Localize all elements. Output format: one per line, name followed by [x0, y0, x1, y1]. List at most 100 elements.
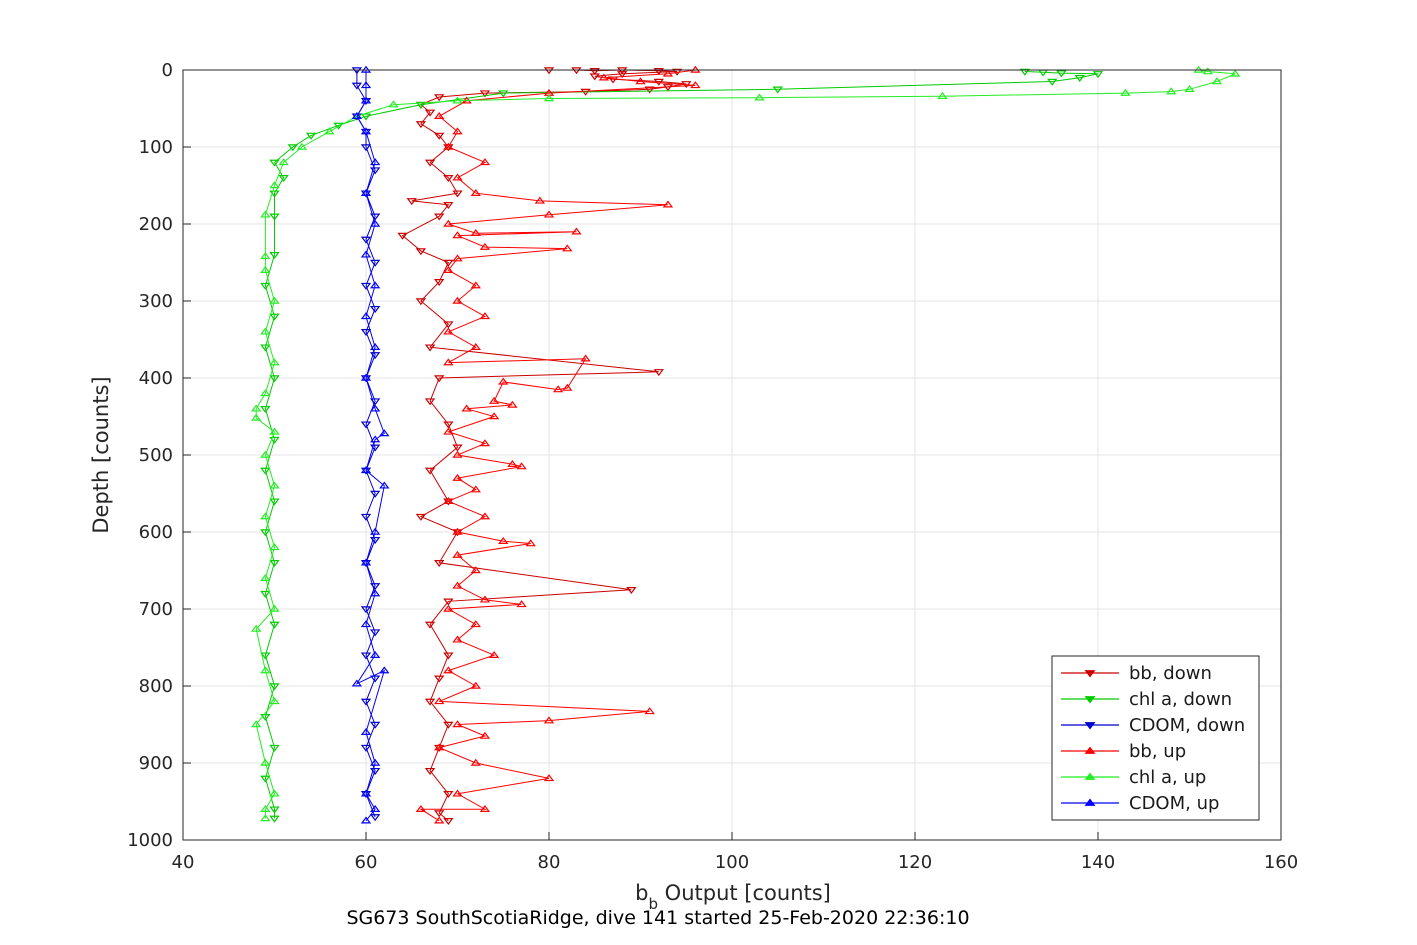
data-point [452, 635, 463, 643]
data-point [470, 758, 481, 766]
data-point [269, 560, 280, 568]
data-point [617, 71, 628, 79]
legend-label: CDOM, down [1129, 715, 1245, 736]
data-point [434, 810, 445, 818]
data-point [635, 77, 646, 85]
x-tick-label: 120 [898, 852, 932, 873]
data-point [260, 714, 271, 722]
data-point [470, 620, 481, 628]
data-point [498, 536, 509, 544]
data-point [369, 305, 381, 313]
data-point [369, 527, 381, 535]
data-point [269, 498, 280, 506]
x-tick-label: 100 [715, 852, 749, 873]
legend-marker [1084, 798, 1096, 806]
data-point [1056, 70, 1067, 78]
data-point [360, 128, 372, 136]
data-point [543, 210, 555, 218]
data-point [1074, 74, 1085, 82]
data-point [443, 666, 454, 674]
data-point [260, 758, 271, 766]
data-point [443, 427, 454, 435]
data-point [552, 385, 564, 393]
data-point [690, 81, 701, 89]
data-point [470, 188, 481, 196]
data-point [470, 342, 481, 350]
data-point [498, 377, 509, 385]
data-point [443, 358, 454, 366]
data-point [424, 467, 436, 475]
data-point [443, 598, 454, 606]
x-tick-label: 160 [1264, 852, 1298, 873]
data-point [470, 566, 481, 574]
data-point [434, 816, 445, 824]
data-point [452, 173, 463, 181]
series-line [255, 69, 1236, 819]
data-point [470, 281, 481, 289]
data-point [260, 265, 271, 273]
data-point [1202, 67, 1213, 75]
data-point [360, 250, 372, 258]
data-point [452, 296, 463, 304]
data-point [452, 231, 463, 239]
data-point [434, 560, 445, 568]
data-point [360, 190, 372, 198]
data-point [369, 404, 381, 412]
data-point [369, 675, 381, 683]
data-point [369, 342, 381, 350]
data-point [470, 228, 481, 236]
data-point [443, 791, 454, 799]
data-point [452, 444, 463, 452]
data-point [369, 814, 381, 822]
data-point [260, 389, 271, 397]
data-point [461, 404, 472, 412]
data-point [1184, 85, 1195, 93]
data-point [333, 122, 344, 130]
data-point [443, 321, 454, 329]
x-tick-label: 80 [538, 852, 561, 873]
data-point [598, 73, 610, 81]
data-point [360, 312, 372, 320]
data-point [369, 490, 381, 498]
legend-label: bb, down [1129, 663, 1212, 684]
data-point [360, 560, 372, 568]
data-point [452, 254, 463, 262]
data-point [434, 111, 445, 119]
legend-marker [1084, 722, 1096, 730]
data-point [1166, 87, 1177, 95]
data-point [415, 513, 427, 521]
legend-item-cdom-up: CDOM, up [1061, 793, 1219, 814]
data-point [452, 581, 463, 589]
data-point [488, 396, 500, 404]
data-point [443, 175, 454, 183]
data-point [1047, 78, 1058, 86]
data-point [269, 427, 280, 435]
data-point [351, 679, 363, 687]
data-point [498, 90, 509, 98]
data-point [434, 213, 445, 221]
data-point [360, 513, 372, 521]
data-point [452, 550, 463, 558]
x-tick-label: 60 [355, 852, 378, 873]
data-point [562, 383, 573, 391]
data-point [360, 558, 372, 566]
data-point [479, 158, 491, 166]
data-point [360, 96, 372, 104]
legend: bb, down chl a, down CDOM, down bb, up chl a… [1051, 655, 1260, 821]
data-point [269, 697, 280, 705]
data-point [369, 629, 381, 637]
data-point [360, 652, 372, 660]
series-cdom-up [351, 65, 390, 824]
data-point [360, 698, 372, 706]
data-point [488, 650, 500, 658]
legend-label: chl a, down [1129, 689, 1232, 710]
series-chl-a-up [251, 65, 1241, 822]
data-point [360, 421, 372, 429]
data-point [269, 375, 280, 383]
data-point [360, 467, 372, 475]
y-tick-label: 0 [162, 60, 173, 81]
data-point [269, 789, 280, 797]
data-point [360, 127, 372, 135]
data-point [360, 236, 372, 244]
y-tick-label: 300 [139, 291, 173, 312]
